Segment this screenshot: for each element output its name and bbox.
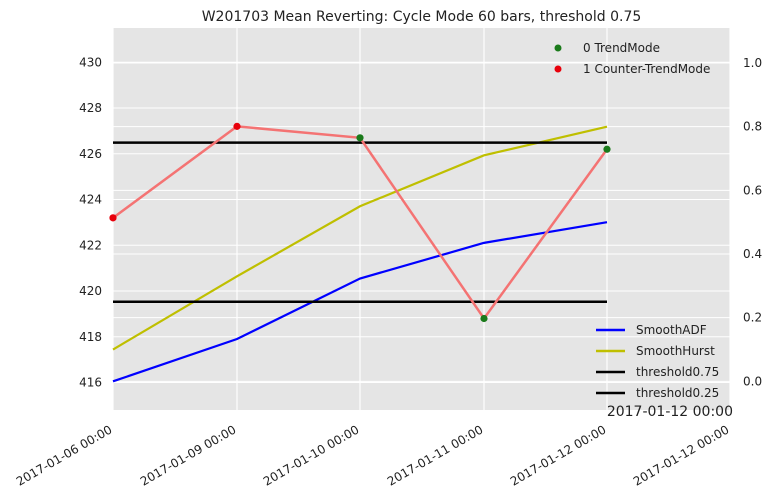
y-tick-label-right: 0.2 (743, 311, 762, 325)
legend-label: 1 Counter-TrendMode (583, 62, 710, 76)
corner-date-label: 2017-01-12 00:00 (607, 404, 733, 420)
y-tick-label-left: 424 (79, 193, 102, 207)
y-tick-label-left: 416 (79, 376, 102, 390)
y-axis-right: 0.0 0.2 0.4 0.6 0.8 1.0 (743, 56, 762, 388)
y-tick-label-right: 0.6 (743, 183, 762, 197)
x-tick-label: 2017-01-12 00:00 (508, 422, 609, 488)
legend-marker (554, 65, 562, 73)
point-trend (356, 134, 364, 142)
point-trend (480, 314, 488, 323)
y-tick-label-left: 420 (79, 284, 102, 298)
series-line-smoothadf (112, 221, 608, 383)
scatter-points (109, 122, 611, 323)
legend-label: threshold0.25 (636, 386, 719, 400)
y-tick-label-left: 430 (79, 55, 102, 69)
y-tick-label-right: 0.8 (743, 120, 762, 134)
y-axis-left: 416 418 420 422 424 426 428 430 (79, 55, 102, 389)
point-counter-trend (109, 214, 117, 222)
point-counter-trend (233, 122, 241, 130)
legend-label: 0 TrendMode (583, 41, 660, 55)
legend-marker (554, 44, 562, 52)
x-tick-label: 2017-01-10 00:00 (261, 422, 362, 488)
y-tick-label-left: 428 (79, 101, 102, 115)
legend-lines: SmoothADF SmoothHurst threshold0.75 thresho… (596, 323, 719, 400)
legend-label: SmoothHurst (636, 344, 715, 358)
y-tick-label-left: 426 (79, 147, 102, 161)
legend-label: SmoothADF (636, 323, 707, 337)
x-tick-label: 2017-01-12 00:00 (631, 422, 732, 488)
y-tick-label-right: 0.0 (743, 374, 762, 388)
y-tick-label-right: 1.0 (743, 56, 762, 70)
chart-title: W201703 Mean Reverting: Cycle Mode 60 ba… (202, 9, 642, 25)
x-tick-label: 2017-01-09 00:00 (138, 422, 239, 488)
x-tick-label: 2017-01-06 00:00 (14, 422, 115, 488)
x-tick-label: 2017-01-11 00:00 (385, 422, 486, 488)
legend-scatter: 0 TrendMode 1 Counter-TrendMode (554, 41, 710, 76)
legend-label: threshold0.75 (636, 365, 719, 379)
point-trend (603, 145, 611, 153)
x-axis: 2017-01-06 00:00 2017-01-09 00:00 2017-01-… (14, 422, 732, 488)
y-tick-label-right: 0.4 (743, 247, 762, 261)
y-tick-label-left: 422 (79, 238, 102, 252)
y-tick-label-left: 418 (79, 330, 102, 344)
